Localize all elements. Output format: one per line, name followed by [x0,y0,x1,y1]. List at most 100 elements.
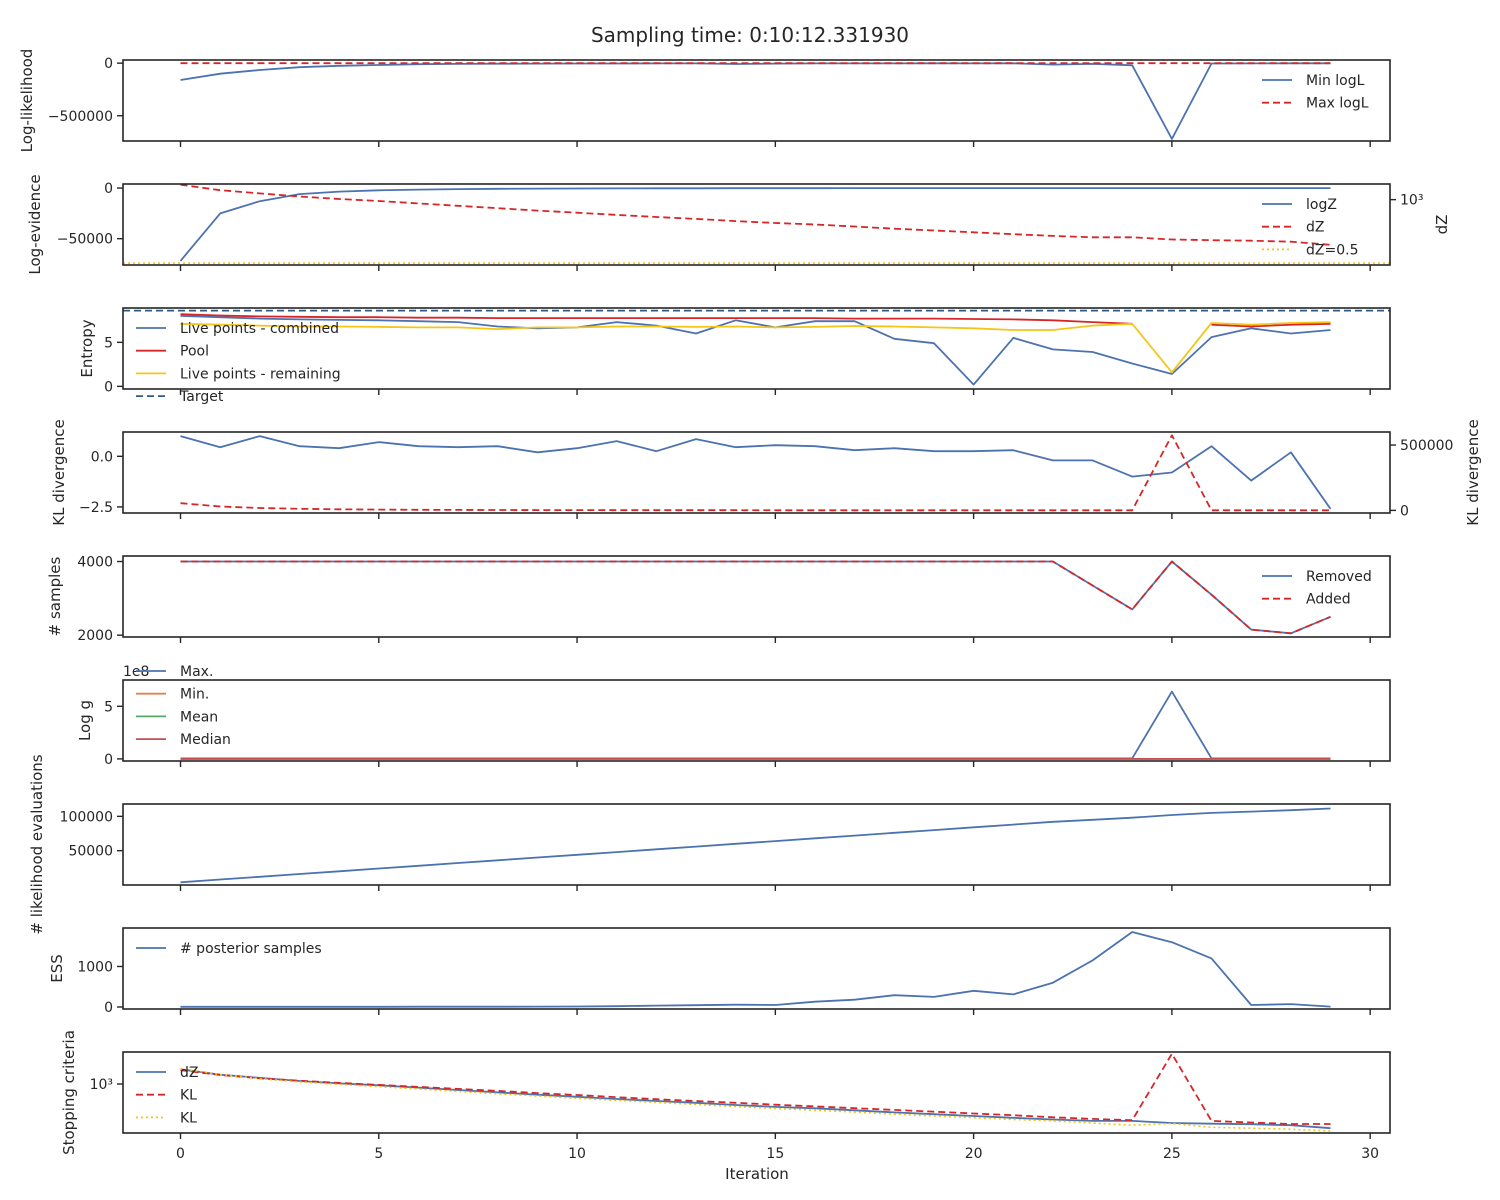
panel-8: 10³ Stopping criteria dZ KL KL [60,1030,1391,1155]
panel-3: 0.0 −2.5 500000 0 KL divergence KL divergence [50,419,1482,525]
panel-2-series [123,309,1390,386]
figure-title: Sampling time: 0:10:12.331930 [591,23,909,47]
panel-1-series [123,184,1390,264]
panel-0-frame [122,59,1391,142]
panel-8-series-2-line [180,1067,1331,1132]
panel-2-ytick-label-0: 0 [104,379,113,395]
legend-0-1-label: Max logL [1306,96,1369,112]
panel-8-legend: dZ KL KL [136,1065,198,1126]
panel-7-ylabel: ESS [48,954,66,983]
legend-2-3-label: Target [179,389,224,405]
legend-5-0-label: Max. [180,664,213,680]
panel-0-series [180,62,1331,140]
panel-3-frame [122,431,1391,514]
panel-2-series-0-line [180,315,1331,386]
panel-2-series-2-line [180,321,1331,374]
panel-3-right-ylabel: KL divergence [1464,419,1482,525]
panel-7: 1000 0 ESS # posterior samples [48,927,1391,1016]
panel-6-series-0-line [180,807,1331,884]
panel-5-frame [122,679,1391,762]
panel-8-series [180,1052,1331,1132]
panel-6-ylabel: # likelihood evaluations [28,754,46,934]
panel-5: 0 5 Log g 1e8 Max. Min. Mean Median [76,664,1391,768]
panel-7-ytick-label-0: 1000 [77,959,113,975]
panel-1-ylabel: Log-evidence [26,174,44,274]
panel-7-legend: # posterior samples [136,941,322,957]
panel-3-right-tick-label-1: 0 [1400,503,1409,519]
panel-3-ytick-label-0: 0.0 [91,449,113,465]
legend-8-2-label: KL [180,1110,197,1126]
panel-4-legend: Removed Added [1262,569,1372,608]
panel-4-ylabel: # samples [46,556,64,636]
panel-4-frame [122,555,1391,638]
panel-4-ytick-label-1: 2000 [77,628,113,644]
panel-1-right-tick-label: 10³ [1400,193,1423,209]
panel-0-ylabel: Log-likelihood [18,49,36,153]
panel-3-ylabel: KL divergence [50,419,68,525]
panel-5-legend: Max. Min. Mean Median [136,664,231,748]
legend-8-1-label: KL [180,1088,197,1104]
panel-8-series-1-line [180,1052,1331,1125]
panel-5-offset-text: 1e8 [123,664,149,680]
panel-6-ytick-label-1: 50000 [68,844,113,860]
legend-4-0-label: Removed [1306,569,1372,585]
panel-7-series [180,931,1331,1008]
panel-6: 100000 50000 # likelihood evaluations [28,754,1391,935]
panel-2-ytick-label-1: 5 [104,335,113,351]
panel-4-series [180,560,1331,635]
legend-8-0-label: dZ [180,1065,198,1081]
x-tick-label-0: 0 [176,1146,185,1162]
panel-4: 4000 2000 # samples Removed Added [46,555,1391,644]
legend-1-1-label: dZ [1306,220,1324,236]
legend-1-2-label: dZ=0.5 [1306,242,1358,258]
legend-5-1-label: Min. [180,687,209,703]
legend-5-2-label: Mean [180,709,218,725]
panels: 0 −50000 0 Log-likelihood Min logL Max logL 0 −… [18,49,1482,1162]
panel-6-ytick-label-0: 100000 [60,809,113,825]
panel-5-ylabel: Log g [76,700,94,741]
panel-1-legend: logZ dZ dZ=0.5 [1262,197,1358,258]
panel-7-series-0-line [180,931,1331,1008]
panel-4-series-1-line [180,560,1331,635]
panel-2-ylabel: Entropy [78,319,96,377]
panel-3-ytick-label-1: −2.5 [79,500,113,516]
legend-0-0-label: Min logL [1306,73,1365,89]
legend-2-1-label: Pool [180,344,209,360]
panel-2-frame [122,307,1391,390]
panel-1-series-1-line [180,184,1331,246]
panel-2-series-1-line [180,313,1331,328]
x-tick-label-30: 30 [1361,1146,1379,1162]
panel-1-frame [122,183,1391,266]
panel-0-legend: Min logL Max logL [1262,73,1369,112]
panel-2-legend: Live points - combined Pool Live points - … [136,321,341,405]
panel-5-ytick-label-0: 0 [104,752,113,768]
panel-4-ytick-label-0: 4000 [77,555,113,571]
legend-2-2-label: Live points - remaining [180,366,341,382]
x-axis-label: Iteration [725,1165,789,1183]
x-tick-label-25: 25 [1163,1146,1181,1162]
panel-8-ylabel: Stopping criteria [60,1030,78,1155]
legend-2-0-label: Live points - combined [180,321,339,337]
panel-7-frame [122,927,1391,1010]
x-tick-label-5: 5 [374,1146,383,1162]
x-tick-label-15: 15 [766,1146,784,1162]
panel-3-series-0-line [180,435,1332,510]
panel-0: 0 −500000 Log-likelihood Min logL Max logL [18,49,1391,153]
panel-5-ytick-label-1: 5 [104,699,113,715]
panel-1-ytick-label-1: −50000 [57,232,113,248]
panel-0-ytick-label-0: 0 [104,56,113,72]
panel-3-series-1-line [180,434,1331,512]
panel-8-frame [122,1051,1391,1134]
legend-5-3-label: Median [180,732,231,748]
panel-1-ytick-label-0: 0 [104,181,113,197]
legend-4-1-label: Added [1306,592,1351,608]
panel-6-frame [122,803,1391,886]
panel-6-series [180,807,1331,884]
panel-1: 0 −50000 10³ Log-evidence dZ logZ dZ dZ=0.5 [26,174,1451,274]
panel-1-right-ylabel: dZ [1433,215,1451,235]
panel-1-series-0-line [179,187,1331,262]
x-tick-label-10: 10 [568,1146,586,1162]
